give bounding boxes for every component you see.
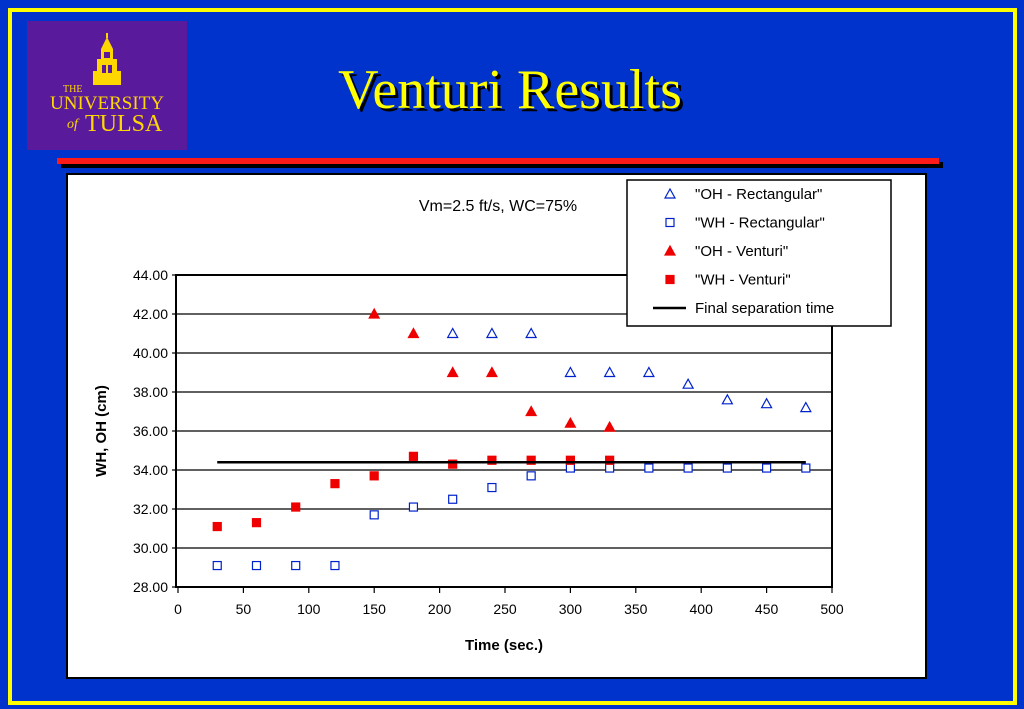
data-point (526, 455, 536, 465)
legend-label: "WH - Venturi" (695, 272, 791, 289)
x-tick-label: 400 (690, 601, 714, 617)
data-point (564, 416, 577, 428)
data-point (564, 366, 577, 378)
university-logo: THE UNIVERSITY of TULSA (27, 21, 187, 150)
data-point (603, 366, 616, 378)
y-tick-label: 34.00 (133, 462, 168, 478)
data-point (369, 471, 379, 481)
data-point (408, 502, 419, 512)
data-point (291, 560, 301, 571)
legend-swatch (665, 274, 675, 285)
data-point (565, 455, 575, 465)
data-point (448, 459, 458, 469)
y-tick-label: 38.00 (133, 384, 168, 400)
x-axis-label: Time (sec.) (465, 637, 543, 654)
y-tick-label: 30.00 (133, 540, 168, 556)
data-point (368, 307, 381, 319)
data-point (799, 401, 812, 413)
x-tick-label: 150 (363, 601, 387, 617)
data-point (330, 560, 340, 571)
title-rule-shadow (61, 162, 943, 168)
x-tick-label: 50 (236, 601, 252, 617)
x-tick-label: 0 (174, 601, 182, 617)
legend-swatch (663, 244, 677, 256)
legend-label: "OH - Venturi" (695, 243, 788, 260)
y-tick-label: 40.00 (133, 345, 168, 361)
data-point (683, 463, 693, 473)
data-point (525, 405, 538, 417)
data-point (330, 479, 340, 489)
data-point (721, 393, 734, 405)
logo-text-of: of (67, 117, 80, 132)
x-tick-label: 100 (297, 601, 321, 617)
logo-text-tulsa: TULSA (85, 111, 163, 137)
scatter-chart: 28.00 30.00 32.00 34.00 36.00 38.00 40.00 42.00… (93, 179, 892, 654)
data-point (605, 463, 615, 473)
data-point (722, 463, 732, 473)
data-point (761, 463, 772, 473)
legend-swatch (665, 217, 675, 228)
data-point (369, 510, 379, 520)
data-point (251, 518, 262, 528)
data-point (212, 560, 222, 571)
x-tick-label: 350 (624, 601, 648, 617)
chart-panel: 28.00 30.00 32.00 34.00 36.00 38.00 40.00 42.00… (66, 173, 927, 679)
data-point (603, 420, 616, 432)
data-point (605, 455, 615, 465)
slide-border (8, 8, 1017, 705)
x-tick-label: 450 (755, 601, 779, 617)
data-point (642, 366, 655, 378)
data-point (760, 397, 773, 409)
x-tick-label: 250 (493, 601, 517, 617)
data-point (525, 327, 538, 339)
tower-icon (93, 33, 121, 85)
data-point (446, 327, 459, 339)
chart-title: Vm=2.5 ft/s, WC=75% (419, 198, 577, 215)
legend-label: Final separation time (695, 300, 834, 317)
logo-text-the: THE (63, 84, 82, 95)
data-point (565, 463, 575, 473)
y-tick-label: 36.00 (133, 423, 168, 439)
data-point (408, 451, 419, 461)
y-tick-label: 44.00 (133, 267, 168, 283)
data-point (487, 455, 497, 465)
data-point (291, 502, 301, 512)
x-tick-label: 300 (559, 601, 583, 617)
data-point (485, 327, 498, 339)
slide-title: Venturi Results (338, 59, 682, 121)
data-point (446, 366, 459, 378)
y-axis-label: WH, OH (cm) (93, 385, 110, 477)
data-point (407, 327, 420, 339)
data-point (485, 366, 498, 378)
data-point (644, 463, 654, 473)
title-rule (57, 158, 939, 164)
y-tick-label: 42.00 (133, 306, 168, 322)
data-point (448, 494, 458, 504)
legend-swatch (663, 187, 677, 199)
data-point (801, 463, 811, 473)
data-point (682, 377, 695, 389)
y-tick-label: 28.00 (133, 579, 168, 595)
logo-text-university: UNIVERSITY (50, 93, 164, 114)
data-point (251, 560, 262, 571)
y-tick-label: 32.00 (133, 501, 168, 517)
data-point (487, 482, 497, 493)
chart-legend: "OH - Rectangular" "WH - Rectangular" "OH … (626, 179, 892, 327)
data-point (526, 471, 536, 481)
data-point (212, 521, 222, 532)
legend-label: "WH - Rectangular" (695, 215, 825, 232)
legend-label: "OH - Rectangular" (695, 186, 822, 203)
x-tick-label: 500 (820, 601, 844, 617)
x-tick-label: 200 (428, 601, 452, 617)
